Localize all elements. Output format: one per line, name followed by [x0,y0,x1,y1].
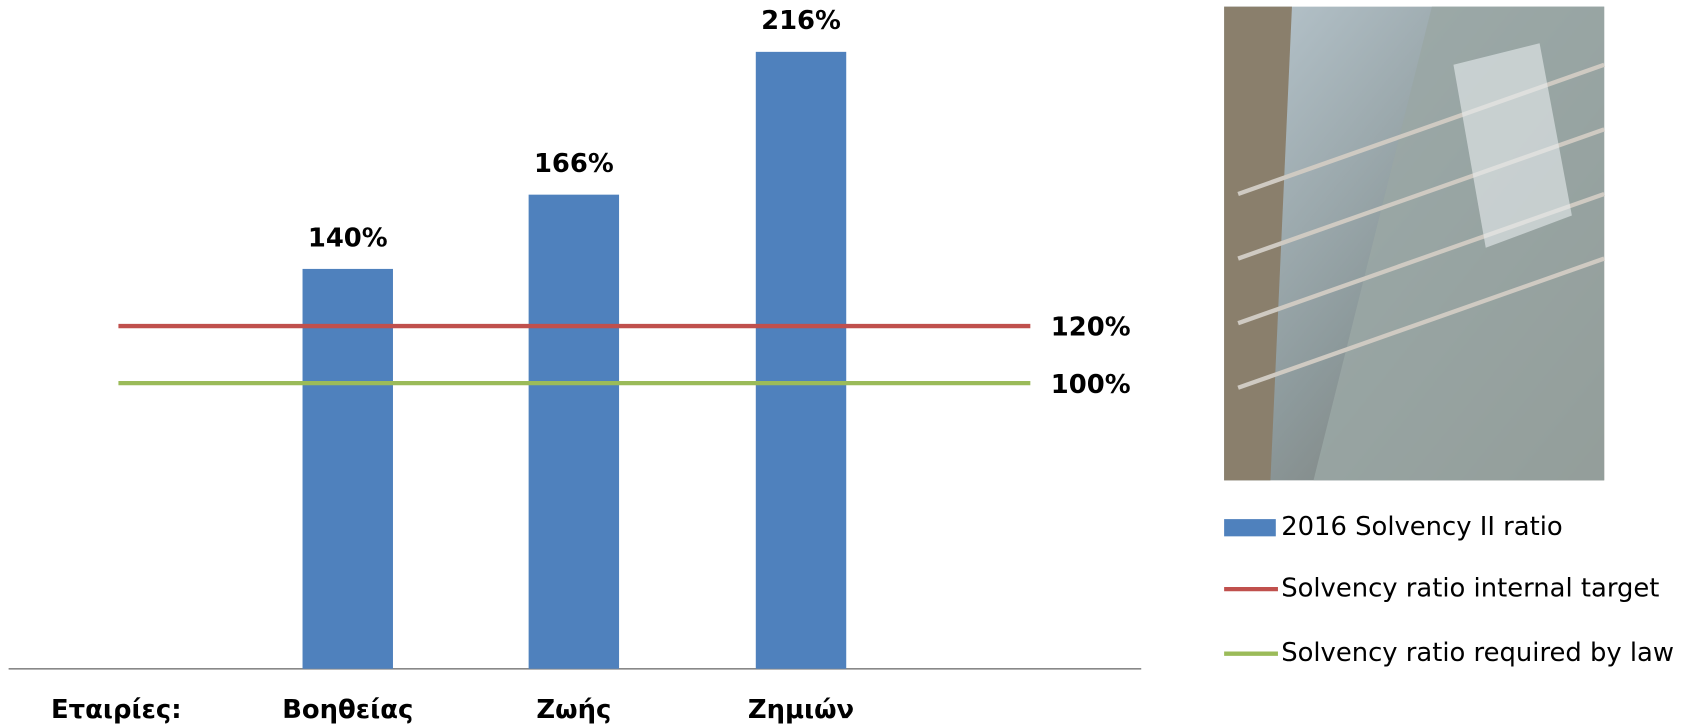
legend-label: 2016 Solvency II ratio [1281,512,1563,542]
x-tick-label: Ζημιών [748,695,854,725]
bar [755,51,847,669]
value-label: 140% [308,223,388,253]
legend-label: Solvency ratio required by law [1281,638,1674,668]
reference-label: 100% [1051,370,1131,400]
x-axis-label: Εταιρίες: [51,695,182,725]
legend-swatch [1224,519,1276,537]
bar [528,194,620,669]
x-tick-label: Ζωής [536,695,611,725]
value-label: 216% [761,6,841,36]
x-tick-label: Βοηθείας [282,695,413,725]
legend-label: Solvency ratio internal target [1281,574,1659,604]
reference-label: 120% [1051,313,1131,343]
value-label: 166% [534,149,614,179]
photo [1224,6,1605,481]
bar [302,268,393,669]
